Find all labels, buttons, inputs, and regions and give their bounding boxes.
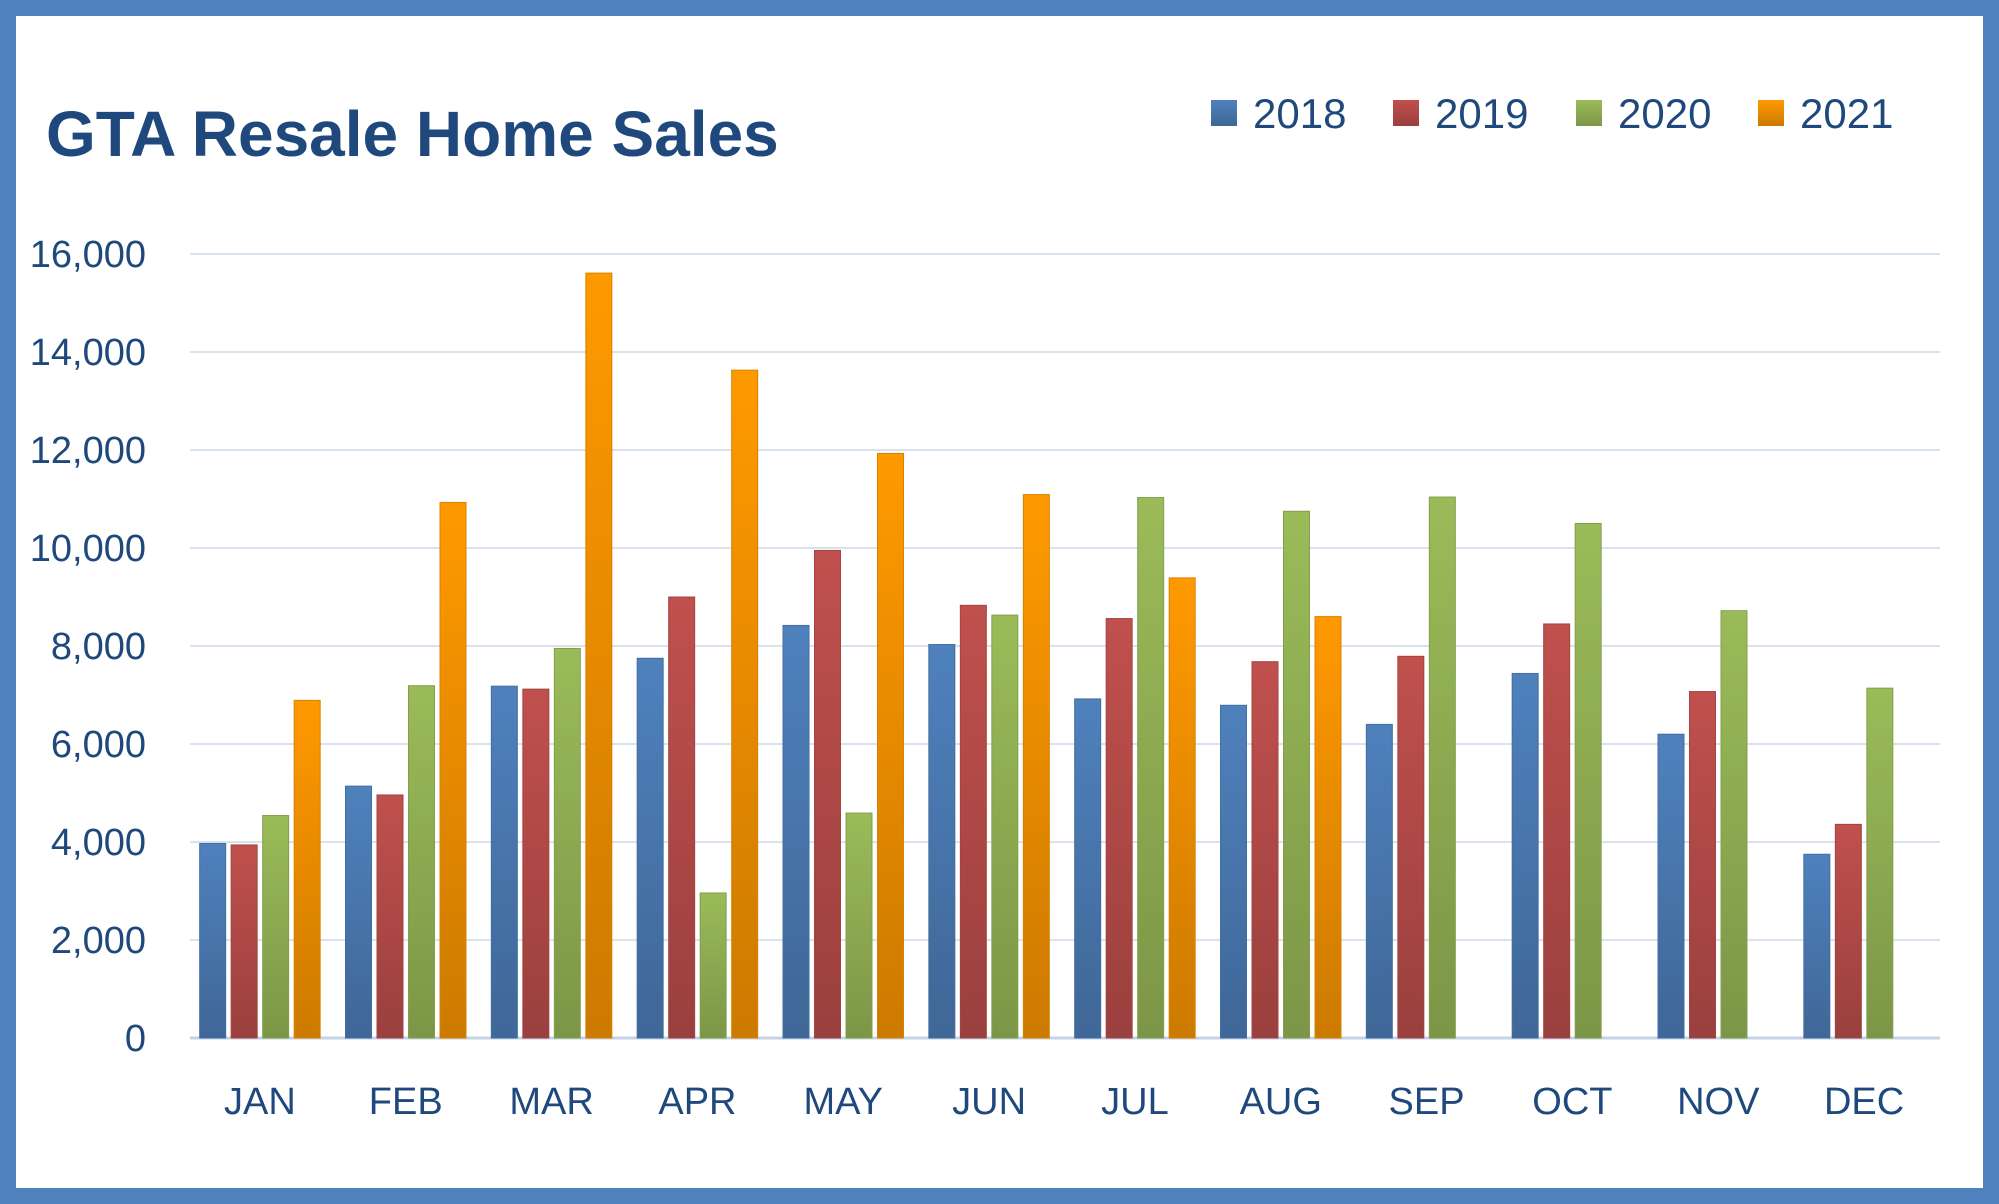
bar-2019-sep: [1397, 655, 1425, 1039]
bar-2021-feb: [439, 501, 467, 1039]
legend-swatch-2021: [1758, 100, 1784, 126]
bar-2020-jul: [1137, 497, 1165, 1039]
y-tick-label: 14,000: [30, 332, 146, 374]
x-tick-label: JUN: [952, 1081, 1026, 1123]
bar-2018-oct: [1511, 672, 1539, 1039]
legend-label-2019: 2019: [1435, 90, 1528, 137]
x-tick-label: NOV: [1677, 1081, 1760, 1123]
bar-2019-may: [814, 549, 841, 1039]
legend-swatch-2018: [1211, 100, 1237, 126]
bar-2018-jan: [199, 842, 227, 1039]
x-tick-label: MAR: [509, 1081, 593, 1123]
bar-2018-may: [782, 624, 810, 1039]
bar-2018-feb: [345, 785, 372, 1039]
bar-2018-dec: [1803, 853, 1831, 1039]
bar-2020-dec: [1866, 687, 1894, 1039]
bar-2020-mar: [553, 647, 581, 1039]
y-tick-label: 6,000: [51, 724, 146, 766]
bar-2019-dec: [1834, 823, 1862, 1039]
gridlines: [190, 253, 1940, 1040]
bar-2021-aug: [1314, 616, 1342, 1039]
y-tick-label: 0: [125, 1018, 146, 1060]
bar-2018-aug: [1220, 704, 1247, 1039]
x-tick-label: DEC: [1824, 1081, 1904, 1123]
chart-title: GTA Resale Home Sales: [46, 98, 779, 170]
bar-2020-jun: [991, 614, 1019, 1039]
bar-2021-mar: [585, 272, 613, 1039]
y-tick-label: 16,000: [30, 234, 146, 276]
y-tick-label: 12,000: [30, 430, 146, 472]
y-axis-ticks: 0 2,000 4,000 6,000 8,000 10,000 12,000 14,000 1…: [30, 234, 146, 1060]
bar-2019-aug: [1251, 661, 1279, 1039]
x-axis-ticks: JAN FEB MAR APR MAY JUN JUL AUG SEP OCT NOV DEC: [224, 1081, 1904, 1123]
bar-2018-jul: [1074, 698, 1102, 1039]
bar-2020-may: [845, 812, 873, 1039]
bar-2019-jul: [1105, 618, 1133, 1039]
bar-2019-oct: [1543, 623, 1571, 1039]
legend-swatch-2020: [1576, 100, 1602, 126]
bar-2020-feb: [408, 685, 435, 1039]
bar-2019-feb: [376, 794, 404, 1039]
y-tick-label: 4,000: [51, 822, 146, 864]
x-tick-label: JAN: [224, 1081, 296, 1123]
bar-2020-aug: [1283, 510, 1310, 1039]
legend-label-2020: 2020: [1618, 90, 1711, 137]
bar-2018-apr: [636, 657, 664, 1039]
x-tick-label: APR: [658, 1081, 736, 1123]
bar-2021-may: [877, 452, 904, 1039]
x-tick-label: AUG: [1240, 1081, 1322, 1123]
bar-2021-jul: [1168, 577, 1196, 1039]
y-tick-label: 8,000: [51, 626, 146, 668]
x-tick-label: MAY: [803, 1081, 883, 1123]
x-tick-label: JUL: [1101, 1081, 1169, 1123]
legend-swatch-2019: [1393, 100, 1419, 126]
bar-2019-jan: [230, 844, 258, 1039]
bar-2020-nov: [1720, 610, 1748, 1039]
bar-2021-apr: [731, 369, 759, 1039]
bar-2021-jun: [1022, 494, 1050, 1039]
y-tick-label: 2,000: [51, 920, 146, 962]
bar-2019-nov: [1689, 691, 1716, 1039]
legend-label-2021: 2021: [1800, 90, 1893, 137]
x-tick-label: FEB: [369, 1081, 443, 1123]
bar-2018-jun: [928, 644, 956, 1039]
bar-2018-nov: [1657, 733, 1685, 1039]
bar-2020-oct: [1574, 523, 1602, 1039]
x-tick-label: OCT: [1532, 1081, 1612, 1123]
bar-2018-sep: [1365, 723, 1393, 1039]
legend: 2018 2019 2020 2021: [1211, 90, 1893, 137]
bar-2019-apr: [668, 596, 696, 1039]
bar-2018-mar: [490, 685, 518, 1039]
bar-2020-jan: [262, 815, 290, 1039]
x-tick-label: SEP: [1389, 1081, 1465, 1123]
bar-2021-jan: [293, 699, 321, 1039]
bar-2020-sep: [1428, 496, 1456, 1039]
bar-2020-apr: [699, 892, 727, 1039]
y-tick-label: 10,000: [30, 528, 146, 570]
legend-label-2018: 2018: [1253, 90, 1346, 137]
bar-2019-jun: [959, 604, 987, 1039]
bars: [199, 272, 1894, 1039]
bar-2019-mar: [522, 688, 550, 1039]
